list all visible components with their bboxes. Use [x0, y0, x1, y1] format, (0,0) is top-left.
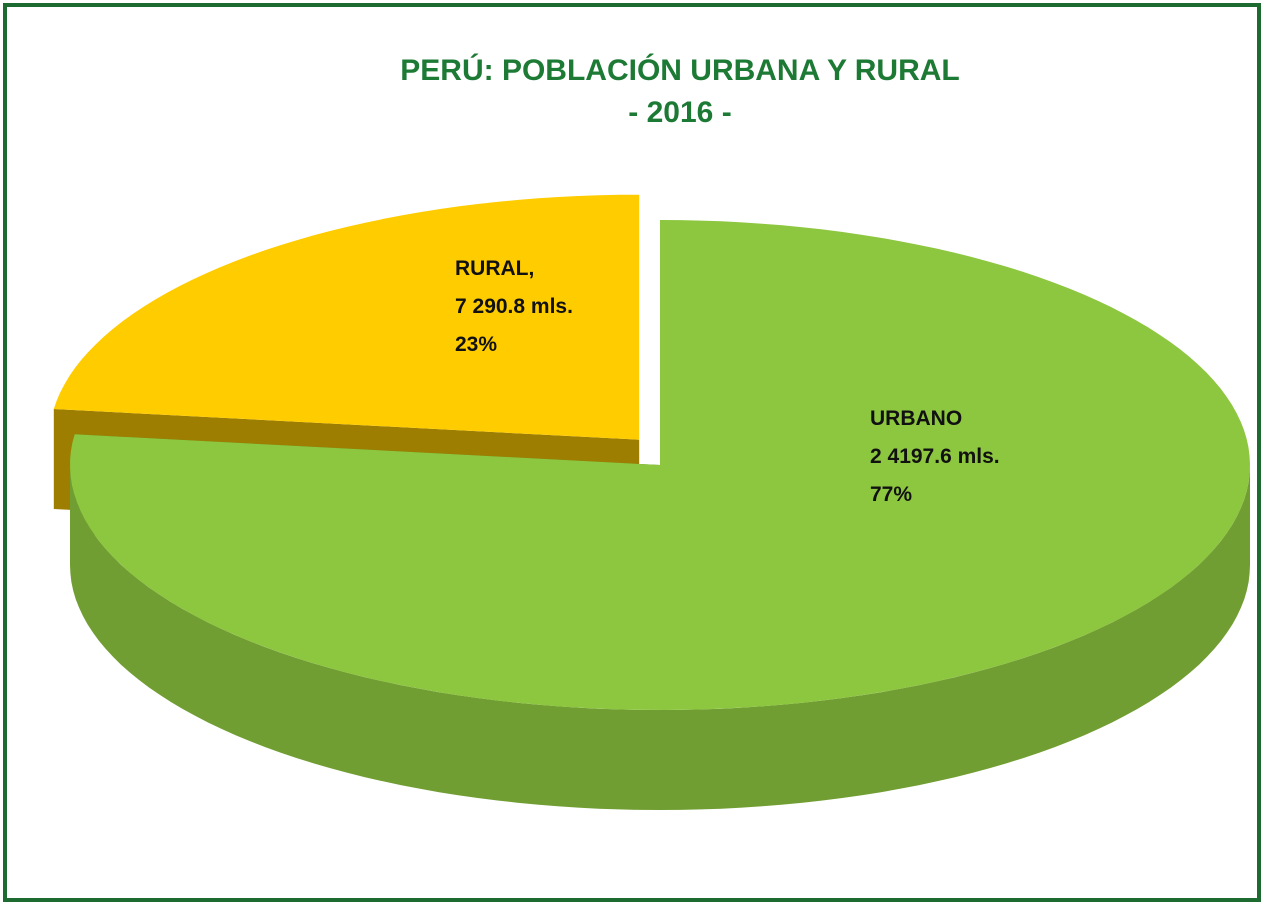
slice-group	[70, 220, 1251, 810]
chart-title: PERÚ: POBLACIÓN URBANA Y RURAL	[400, 53, 959, 87]
chart-subtitle: - 2016 -	[628, 96, 731, 129]
slice-value-label: 77%	[870, 483, 912, 506]
slice-label: RURAL,	[455, 257, 534, 280]
slice-amount: 2 4197.6 mls.	[870, 445, 1000, 468]
slice	[53, 194, 640, 440]
slice-value-label: 23%	[455, 333, 497, 356]
slice-label: URBANO	[870, 407, 962, 430]
slice-amount: 7 290.8 mls.	[455, 295, 573, 318]
slice	[70, 220, 1251, 710]
slice-side	[70, 465, 1250, 810]
